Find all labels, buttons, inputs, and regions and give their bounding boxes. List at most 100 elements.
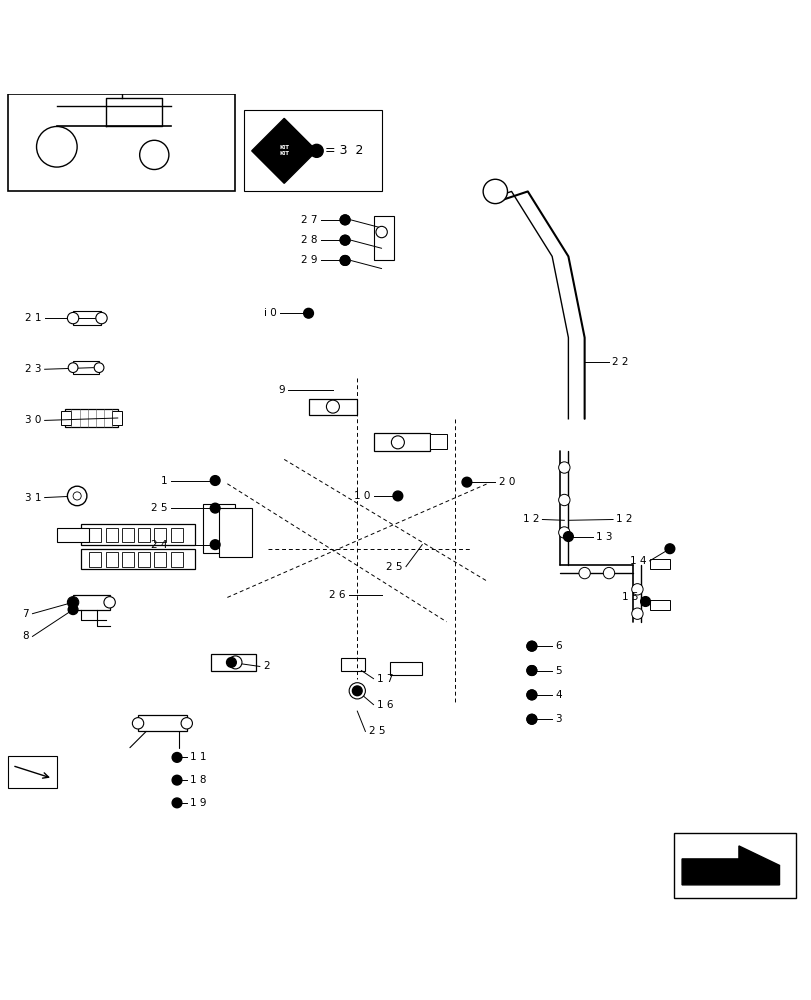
Bar <box>219 508 251 557</box>
Text: 1 2: 1 2 <box>522 514 539 524</box>
Circle shape <box>172 775 182 785</box>
Circle shape <box>526 690 536 700</box>
Bar <box>430 434 446 449</box>
Bar <box>373 216 393 260</box>
Circle shape <box>340 215 350 225</box>
Circle shape <box>375 226 387 238</box>
Circle shape <box>340 215 350 225</box>
Text: 2 1: 2 1 <box>25 313 41 323</box>
Bar <box>649 559 669 569</box>
Bar <box>65 409 118 427</box>
Bar <box>73 595 109 610</box>
Circle shape <box>603 567 614 579</box>
Bar <box>81 524 195 545</box>
Bar <box>243 110 381 191</box>
Polygon shape <box>681 846 779 885</box>
Circle shape <box>210 503 220 513</box>
Text: = 3  2: = 3 2 <box>324 144 363 157</box>
Bar <box>112 411 122 425</box>
Circle shape <box>340 256 350 265</box>
Circle shape <box>526 690 536 700</box>
Text: 2 7: 2 7 <box>301 215 317 225</box>
Text: 1 5: 1 5 <box>621 592 637 602</box>
Text: 2 5: 2 5 <box>368 726 384 736</box>
Bar <box>154 552 166 567</box>
Text: i 0: i 0 <box>264 308 277 318</box>
Circle shape <box>526 641 536 651</box>
Circle shape <box>483 179 507 204</box>
Circle shape <box>664 544 674 554</box>
Circle shape <box>526 666 536 675</box>
Text: 2: 2 <box>263 661 269 671</box>
Circle shape <box>526 666 536 675</box>
Bar <box>170 552 182 567</box>
Text: 1 1: 1 1 <box>190 752 206 762</box>
Bar <box>57 528 89 542</box>
Circle shape <box>68 605 78 614</box>
Text: 9: 9 <box>278 385 285 395</box>
Text: 1 6: 1 6 <box>376 700 393 710</box>
Circle shape <box>340 256 350 265</box>
Bar <box>673 833 795 898</box>
Text: 1: 1 <box>161 476 167 486</box>
Circle shape <box>461 477 471 487</box>
Bar <box>122 552 134 567</box>
Bar <box>170 528 182 542</box>
Text: 2 0: 2 0 <box>498 477 514 487</box>
Text: 2 2: 2 2 <box>611 357 628 367</box>
Bar <box>154 528 166 542</box>
Bar <box>649 600 669 610</box>
Circle shape <box>326 400 339 413</box>
Bar <box>8 94 235 191</box>
Circle shape <box>172 753 182 762</box>
Circle shape <box>391 436 404 449</box>
Circle shape <box>181 718 192 729</box>
Bar <box>61 411 71 425</box>
Circle shape <box>558 494 569 506</box>
Text: 1 2: 1 2 <box>616 514 632 524</box>
Circle shape <box>210 476 220 485</box>
Bar <box>138 528 150 542</box>
Bar <box>138 715 187 731</box>
Circle shape <box>526 714 536 724</box>
Bar <box>138 552 150 567</box>
Bar <box>105 552 118 567</box>
Text: 2 9: 2 9 <box>301 255 317 265</box>
Bar <box>211 654 255 671</box>
Text: 2 5: 2 5 <box>151 503 167 513</box>
Circle shape <box>303 308 313 318</box>
Circle shape <box>73 492 81 500</box>
Text: 1 4: 1 4 <box>629 556 646 566</box>
Circle shape <box>526 714 536 724</box>
Bar <box>89 528 101 542</box>
Circle shape <box>172 798 182 808</box>
Text: 5: 5 <box>555 666 561 676</box>
Text: 2 3: 2 3 <box>25 364 41 374</box>
Circle shape <box>558 527 569 538</box>
Text: 6: 6 <box>555 641 561 651</box>
Text: 1 9: 1 9 <box>190 798 206 808</box>
Circle shape <box>96 312 107 324</box>
Circle shape <box>67 312 79 324</box>
Bar <box>89 552 101 567</box>
Circle shape <box>310 144 323 157</box>
Circle shape <box>393 491 402 501</box>
Circle shape <box>640 597 650 606</box>
Circle shape <box>229 656 242 669</box>
Text: 1 8: 1 8 <box>190 775 206 785</box>
Text: 3: 3 <box>555 714 561 724</box>
Bar <box>122 528 134 542</box>
Circle shape <box>68 363 78 373</box>
Bar <box>341 658 365 671</box>
Circle shape <box>352 686 362 696</box>
Circle shape <box>210 540 220 550</box>
Text: 7: 7 <box>23 609 29 619</box>
Text: 2 6: 2 6 <box>329 590 345 600</box>
Circle shape <box>67 486 87 506</box>
Text: 2 4: 2 4 <box>151 540 167 550</box>
Circle shape <box>349 683 365 699</box>
Text: 2 8: 2 8 <box>301 235 317 245</box>
Text: KIT
KIT: KIT KIT <box>279 145 289 156</box>
Bar <box>8 756 57 788</box>
Text: 3 1: 3 1 <box>25 493 41 503</box>
